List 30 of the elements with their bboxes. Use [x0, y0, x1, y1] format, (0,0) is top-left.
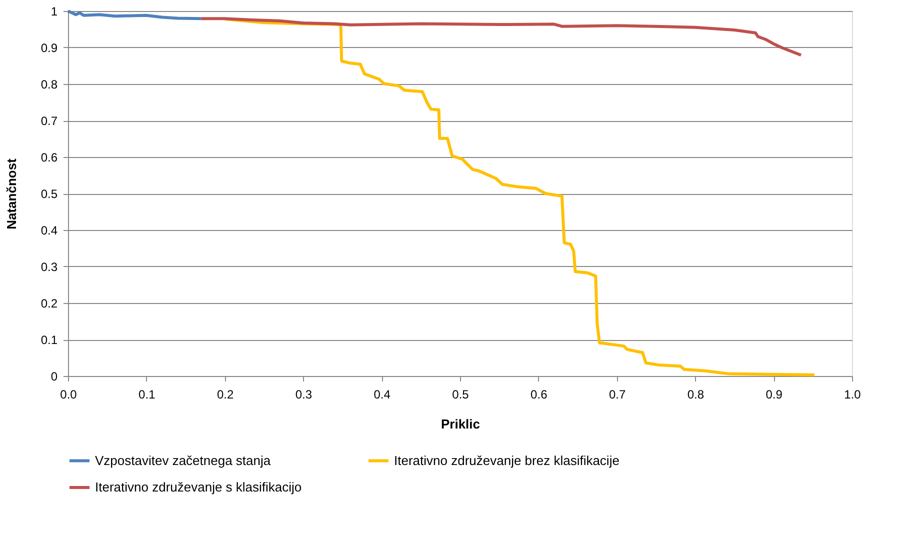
x-tick-label: 0.9 [766, 388, 783, 402]
y-tick-label: 0.6 [40, 150, 58, 164]
legend-label: Iterativno združevanje brez klasifikacije [394, 452, 620, 468]
y-tick-label: 0 [50, 370, 58, 384]
x-tick-label: 0.5 [452, 388, 470, 402]
x-tick-label: 0.6 [530, 388, 548, 402]
y-tick-label: 0.1 [40, 333, 58, 347]
x-tick-label: 0.0 [60, 388, 78, 402]
y-tick-label: 0.9 [40, 41, 58, 55]
x-tick-label: 0.2 [216, 388, 234, 402]
y-tick-label: 0.8 [40, 78, 58, 92]
x-tick-label: 0.4 [374, 388, 391, 402]
line-series [200, 17, 803, 57]
x-tick-label: 0.7 [608, 388, 626, 402]
y-tick-label: 0.7 [40, 114, 58, 128]
y-tick-label: 1 [50, 4, 58, 18]
x-tick-label: 0.1 [138, 388, 156, 402]
x-tick-label: 1.0 [844, 388, 862, 402]
y-tick-label: 0.3 [40, 260, 58, 274]
x-tick-label: 0.8 [687, 388, 704, 402]
line-series [223, 18, 816, 376]
x-axis-title: Priklic [440, 416, 480, 432]
legend-label: Iterativno združevanje s klasifikacijo [95, 480, 302, 494]
y-tick-label: 0.2 [40, 296, 58, 310]
y-tick-label: 0.5 [40, 187, 58, 201]
line-series [66, 10, 203, 20]
y-axis-title: Natančnost [4, 158, 19, 230]
legend-label: Vzpostavitev začetnega stanja [95, 452, 272, 468]
x-tick-label: 0.3 [295, 388, 312, 402]
y-tick-label: 0.4 [40, 224, 58, 238]
